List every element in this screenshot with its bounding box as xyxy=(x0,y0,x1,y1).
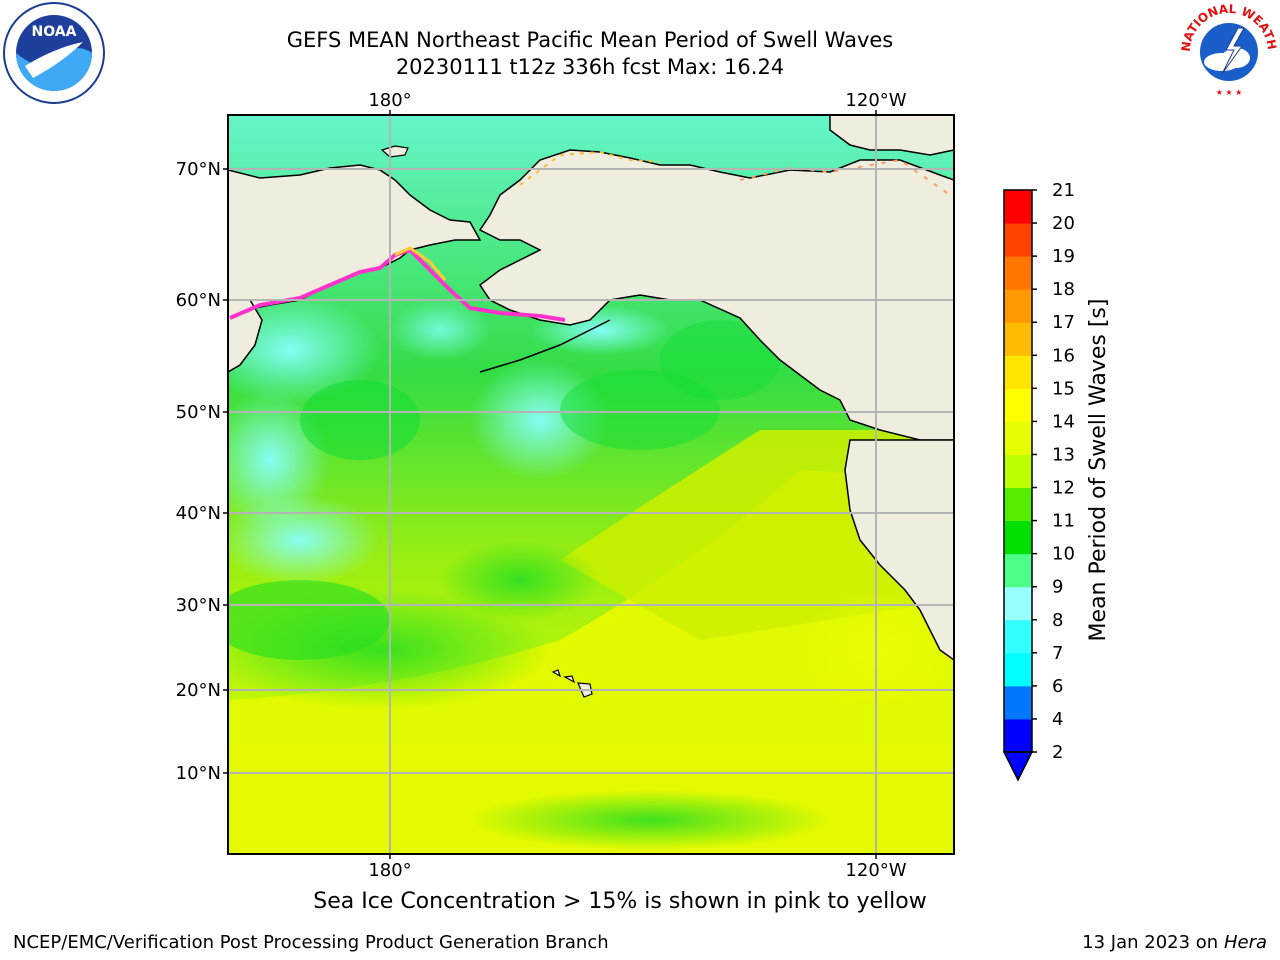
lon-label-top-120w: 120°W xyxy=(845,90,906,111)
colorbar-tick-label: 21 xyxy=(1052,180,1075,201)
colorbar-segment xyxy=(1004,190,1032,224)
colorbar-tick-label: 12 xyxy=(1052,478,1075,499)
colorbar-segment xyxy=(1004,718,1032,753)
svg-text:★ ★ ★: ★ ★ ★ xyxy=(1216,88,1243,97)
colorbar-tick-label: 8 xyxy=(1052,610,1063,631)
lat-label-20n: 20°N xyxy=(176,680,221,701)
colorbar-segment xyxy=(1004,454,1032,489)
lat-label-40n: 40°N xyxy=(176,503,221,524)
colorbar-tick-label: 14 xyxy=(1052,411,1075,432)
machine-name: Hera xyxy=(1223,932,1267,953)
lon-label-bottom-180: 180° xyxy=(368,860,411,881)
colorbar-segment xyxy=(1004,685,1032,720)
colorbar-tick-label: 19 xyxy=(1052,246,1075,267)
colorbar-segment xyxy=(1004,652,1032,687)
lon-label-top-180: 180° xyxy=(368,90,411,111)
colorbar-segment xyxy=(1004,322,1032,356)
colorbar-segment xyxy=(1004,223,1032,257)
colorbar-segment xyxy=(1004,421,1032,455)
colorbar-segment xyxy=(1004,619,1032,654)
colorbar-segment xyxy=(1004,553,1032,588)
noaa-logo-text: NOAA xyxy=(32,24,77,40)
colorbar-tick-label: 18 xyxy=(1052,279,1075,300)
colorbar-tick-label: 4 xyxy=(1052,709,1063,730)
colorbar-tick-label: 15 xyxy=(1052,378,1075,399)
colorbar-extension xyxy=(1002,751,1034,782)
colorbar-tick-label: 13 xyxy=(1052,444,1075,465)
lat-label-30n: 30°N xyxy=(176,595,221,616)
colorbar-segment xyxy=(1004,388,1032,422)
colorbar-segment xyxy=(1004,487,1032,522)
colorbar-tick-label: 16 xyxy=(1052,345,1075,366)
colorbar-tick-label: 9 xyxy=(1052,577,1063,598)
colorbar-segment xyxy=(1004,355,1032,389)
colorbar-outline xyxy=(1003,189,1033,753)
date-stamp: 13 Jan 2023 on Hera xyxy=(1082,932,1267,953)
graticule xyxy=(228,115,954,854)
colorbar-label: Mean Period of Swell Waves [s] xyxy=(1086,299,1111,642)
colorbar-tick-label: 20 xyxy=(1052,213,1075,234)
colorbar-tick-label: 10 xyxy=(1052,544,1075,565)
colorbar-segment xyxy=(1004,586,1032,621)
colorbar-tick-label: 11 xyxy=(1052,511,1075,532)
lon-label-bottom-120w: 120°W xyxy=(845,860,906,881)
colorbar-tick-label: 17 xyxy=(1052,312,1075,333)
lat-label-70n: 70°N xyxy=(176,159,221,180)
colorbar-segment xyxy=(1004,289,1032,323)
date-text: 13 Jan 2023 on xyxy=(1082,932,1219,953)
map-frame xyxy=(227,114,955,855)
colorbar-segment xyxy=(1004,520,1032,555)
map-title: GEFS MEAN Northeast Pacific Mean Period … xyxy=(286,28,894,52)
colorbar-tick-label: 2 xyxy=(1052,742,1063,763)
colorbar-segment xyxy=(1004,256,1032,290)
lat-label-50n: 50°N xyxy=(176,402,221,423)
colorbar-tick-label: 6 xyxy=(1052,676,1063,697)
colorbar: 2 4 6 7 8 9 10 11 12 13 14 15 16 17 18 19 20 21 xyxy=(1002,180,1075,782)
noaa-logo: NOAA xyxy=(3,2,105,104)
sea-ice-caption: Sea Ice Concentration > 15% is shown in … xyxy=(313,889,927,914)
nws-logo: NATIONAL WEATHER SERVICE ★ ★ ★ xyxy=(1178,0,1279,100)
lat-label-10n: 10°N xyxy=(176,763,221,784)
map-area xyxy=(228,115,954,854)
map-subtitle: 20230111 t12z 336h fcst Max: 16.24 xyxy=(395,55,785,79)
lat-label-60n: 60°N xyxy=(176,290,221,311)
credit-text: NCEP/EMC/Verification Post Processing Pr… xyxy=(13,932,609,953)
colorbar-tick-label: 7 xyxy=(1052,643,1063,664)
